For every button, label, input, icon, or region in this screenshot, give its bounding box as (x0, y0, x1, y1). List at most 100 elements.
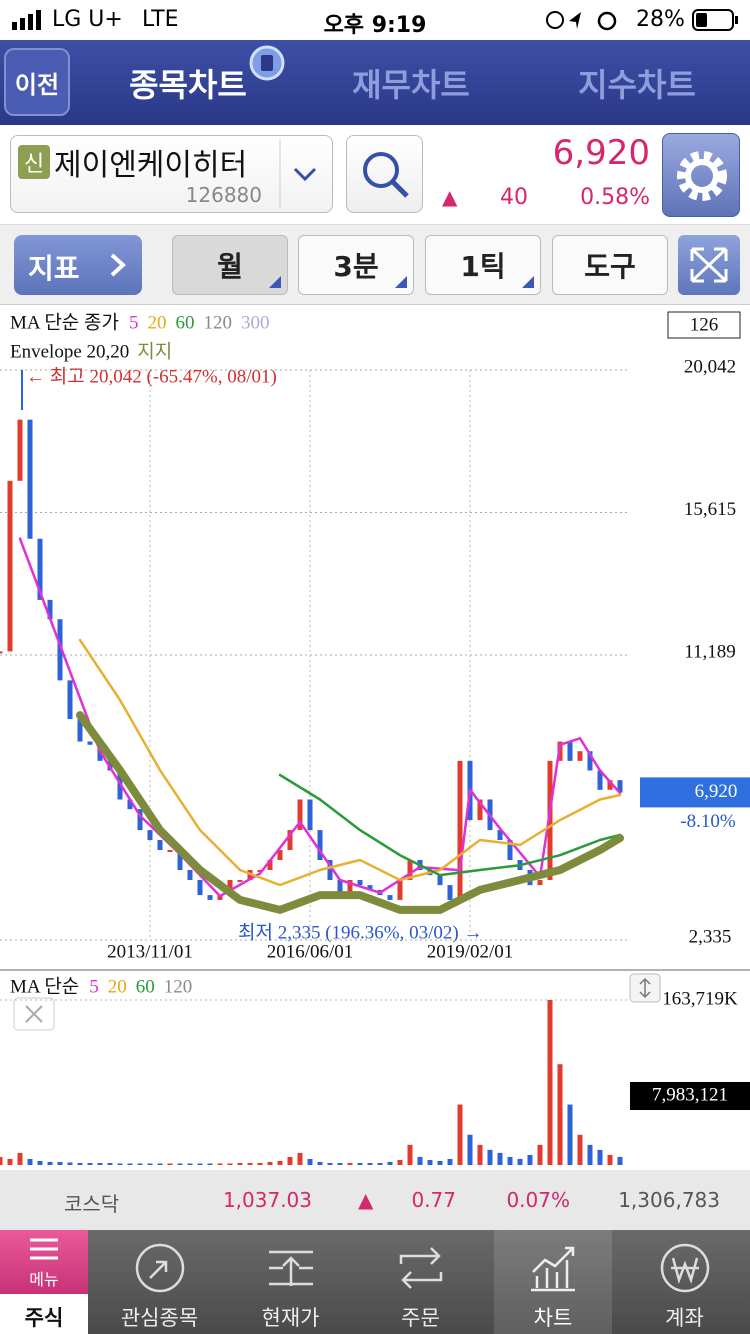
ma-line (18, 537, 622, 898)
nav-item-active[interactable]: 차트 (494, 1230, 612, 1334)
period-button[interactable]: 월 (172, 235, 288, 295)
x-tick-label: 2013/11/01 (107, 941, 193, 962)
nav-item[interactable]: 계좌 (622, 1230, 747, 1334)
candle (397, 879, 403, 900)
change: 40 (500, 185, 528, 210)
legend-item: 120 (164, 976, 193, 997)
candle (57, 619, 63, 681)
nav-item[interactable]: 주문 (358, 1230, 483, 1334)
candle (277, 850, 283, 861)
search-button[interactable] (346, 135, 423, 213)
resize-icon (639, 977, 651, 999)
expand-button[interactable] (678, 235, 740, 295)
envelope-title: Envelope 20,20 (10, 341, 129, 362)
price: 6,920 (552, 133, 650, 173)
nav-icon (660, 1243, 710, 1293)
tool-button[interactable]: 도구 (552, 235, 668, 295)
period-button[interactable]: 3분 (298, 235, 414, 295)
volume-bar (87, 1162, 93, 1165)
menu-tab[interactable]: 메뉴 주식 (0, 1230, 88, 1334)
volume-bar (587, 1144, 593, 1165)
volume-bar (57, 1161, 63, 1165)
volume-bar (187, 1163, 193, 1165)
legend-item: 60 (136, 976, 155, 997)
indicator-button[interactable]: 지표 (14, 235, 142, 295)
chevron-icon (110, 253, 126, 277)
nav-item[interactable]: 현재가 (228, 1230, 353, 1334)
candle (477, 799, 483, 821)
volume-bar (67, 1162, 73, 1165)
button-label: 월 (217, 250, 243, 283)
bottom-nav: 메뉴 주식 관심종목 현재가 주문 차트 계좌 (0, 1230, 750, 1334)
gear-icon (677, 151, 727, 201)
volume-bar (127, 1163, 133, 1165)
tab-active[interactable]: 종목차트 (129, 65, 247, 104)
index-name: 코스닥 (64, 1192, 120, 1216)
legend-item: 60 (176, 312, 195, 333)
back-button[interactable]: 이전 (4, 48, 70, 116)
candle (157, 840, 163, 851)
ma-line (78, 638, 622, 887)
volume-bar (457, 1104, 463, 1165)
y-tick-label: 11,189 (684, 641, 736, 662)
volume-bar (327, 1162, 333, 1165)
candle (337, 879, 343, 896)
stock-selector[interactable] (10, 135, 333, 213)
battery-percent: 28% (636, 7, 685, 32)
volume-bar (117, 1163, 123, 1165)
candle (617, 780, 623, 793)
nav-icon (135, 1243, 185, 1293)
candle (287, 830, 293, 851)
volume-bar (517, 1158, 523, 1165)
current-price-label: 6,920 (695, 781, 738, 802)
status-bar: LG U+ LTE 오후 9:19 28% (0, 0, 750, 40)
volume-bar (387, 1161, 393, 1165)
volume-bar (197, 1163, 203, 1165)
period-button[interactable]: 1틱 (425, 235, 541, 295)
volume-bar (467, 1134, 473, 1165)
volume-bar (0, 1156, 3, 1165)
change-rate: 0.58% (580, 185, 650, 210)
volume-bar (167, 1163, 173, 1165)
menu-icon-bg: 메뉴 (0, 1230, 88, 1294)
menu-icon (30, 1238, 58, 1260)
stock-code: 126880 (185, 183, 262, 207)
legend-item: 20 (148, 312, 167, 333)
candle (7, 480, 13, 652)
volume-bar (237, 1162, 243, 1165)
volume-bar (177, 1163, 183, 1165)
volume-current-label: 7,983,121 (652, 1084, 728, 1105)
change-arrow: ▲ (442, 185, 458, 209)
volume-bar (597, 1149, 603, 1165)
candle (77, 719, 83, 742)
chart-area: MA 단순 종가 5 20 60 120 300 Envelope 20,20 지지 126 2,… (0, 305, 750, 1170)
stock-name: 제이엔케이히터 (54, 148, 248, 183)
candle (367, 885, 373, 890)
button-label: 1틱 (460, 250, 506, 283)
tab[interactable]: 재무차트 (352, 65, 470, 104)
volume-bar (527, 1154, 533, 1165)
candle (67, 680, 73, 720)
volume-bar (317, 1161, 323, 1165)
candle (137, 809, 143, 831)
expand-icon (690, 247, 728, 283)
candle (187, 869, 193, 880)
settings-button[interactable] (662, 133, 740, 217)
volume-bar (607, 1154, 613, 1165)
chart-background (0, 305, 750, 1170)
candle (437, 875, 443, 886)
nav-label: 주식 (24, 1306, 64, 1330)
dropdown-icon[interactable] (279, 139, 329, 209)
volume-bar (247, 1162, 253, 1165)
volume-bar (27, 1158, 33, 1165)
nav-icon (531, 1246, 575, 1292)
candle (27, 419, 33, 539)
current-price-box (640, 777, 750, 808)
volume-bar (307, 1158, 313, 1165)
tab[interactable]: 지수차트 (578, 65, 696, 104)
nav-item[interactable]: 관심종목 (97, 1230, 222, 1334)
volume-bar (477, 1144, 483, 1165)
toolbar: 지표 월 3분 1틱 도구 (0, 225, 750, 305)
